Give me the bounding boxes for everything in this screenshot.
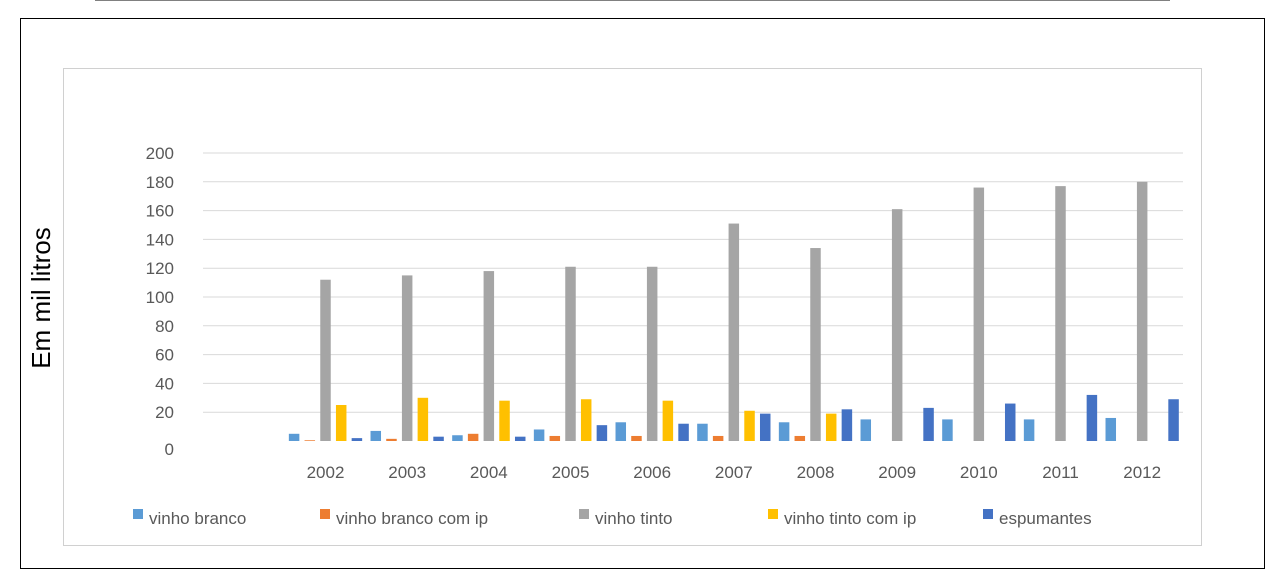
y-tick-label: 180 bbox=[146, 173, 174, 192]
bar-vinho-tinto-2004 bbox=[483, 271, 495, 441]
legend-swatch bbox=[320, 509, 330, 519]
bar-vinho-branco-com-ip-2004 bbox=[467, 433, 479, 441]
bar-vinho-branco-com-ip-2007 bbox=[712, 435, 724, 441]
x-tick-label: 2005 bbox=[552, 463, 590, 482]
x-tick-label: 2011 bbox=[1042, 463, 1079, 482]
bar-vinho-tinto-2005 bbox=[565, 266, 576, 441]
y-tick-label: 100 bbox=[146, 288, 174, 307]
chart-area-border bbox=[63, 68, 1202, 546]
legend: vinho branco vinho branco com ip vinho tin… bbox=[133, 509, 1092, 528]
bar-vinho-tinto-2002 bbox=[320, 279, 331, 441]
bar-vinho-branco-com-ip-2008 bbox=[794, 435, 806, 441]
bar-vinho-tinto-com-ip-2008 bbox=[825, 413, 837, 441]
x-axis-ticks: 2002 2003 2004 2005 2006 2007 2008 2009 2010 2011… bbox=[307, 463, 1161, 482]
x-tick-label: 2006 bbox=[633, 463, 671, 482]
outer-frame bbox=[20, 18, 1265, 569]
bar-espumantes-2008 bbox=[841, 409, 853, 441]
y-tick-label: 160 bbox=[146, 202, 174, 221]
bar-vinho-tinto-com-ip-2002 bbox=[335, 405, 347, 441]
x-tick-label: 2008 bbox=[797, 463, 835, 482]
bar-vinho-branco-2009 bbox=[860, 419, 872, 441]
y-tick-label: 140 bbox=[146, 230, 174, 249]
bar-espumantes-2002 bbox=[351, 438, 363, 441]
bar-vinho-tinto-com-ip-2007 bbox=[744, 410, 755, 441]
legend-swatch bbox=[768, 509, 778, 519]
bar-vinho-branco-2011 bbox=[1023, 419, 1035, 441]
bar-vinho-branco-2012 bbox=[1105, 417, 1117, 441]
bar-vinho-branco-2005 bbox=[533, 429, 545, 441]
y-axis-ticks: 0 20 40 60 80 100 120 140 160 180 200 bbox=[146, 144, 174, 459]
bar-espumantes-2004 bbox=[514, 436, 526, 441]
legend-label: vinho branco com ip bbox=[336, 509, 488, 528]
bar-vinho-branco-com-ip-2006 bbox=[631, 435, 642, 441]
bar-vinho-tinto-2007 bbox=[728, 223, 740, 441]
legend-label: espumantes bbox=[999, 509, 1092, 528]
bar-espumantes-2005 bbox=[596, 425, 608, 441]
bar-vinho-tinto-com-ip-2005 bbox=[580, 399, 592, 441]
bar-espumantes-2012 bbox=[1168, 399, 1179, 441]
bar-vinho-tinto-com-ip-2006 bbox=[662, 400, 674, 441]
x-tick-label: 2012 bbox=[1123, 463, 1161, 482]
y-tick-label: 60 bbox=[155, 346, 174, 365]
bar-vinho-tinto-2011 bbox=[1055, 186, 1066, 441]
bar-espumantes-2010 bbox=[1004, 403, 1016, 441]
bar-vinho-tinto-com-ip-2003 bbox=[417, 397, 429, 441]
gridlines bbox=[203, 152, 1183, 413]
x-tick-label: 2009 bbox=[878, 463, 916, 482]
y-tick-label: 40 bbox=[155, 374, 174, 393]
x-tick-label: 2002 bbox=[307, 463, 345, 482]
y-tick-label: 200 bbox=[146, 144, 174, 163]
bar-vinho-tinto-2009 bbox=[891, 209, 903, 441]
bar-vinho-branco-2010 bbox=[942, 419, 953, 441]
legend-swatch bbox=[579, 509, 589, 519]
bar-vinho-branco-com-ip-2005 bbox=[549, 435, 561, 441]
bar-vinho-tinto-2006 bbox=[646, 266, 658, 441]
bar-vinho-branco-2008 bbox=[778, 422, 790, 441]
legend-label: vinho tinto com ip bbox=[784, 509, 916, 528]
bar-espumantes-2007 bbox=[759, 413, 771, 441]
y-tick-label: 20 bbox=[155, 403, 174, 422]
legend-label: vinho tinto bbox=[595, 509, 673, 528]
x-tick-label: 2003 bbox=[388, 463, 426, 482]
y-tick-label: 0 bbox=[165, 440, 174, 459]
x-tick-label: 2004 bbox=[470, 463, 508, 482]
legend-swatch bbox=[133, 509, 143, 519]
bar-vinho-tinto-com-ip-2004 bbox=[499, 400, 510, 441]
bars bbox=[288, 181, 1179, 442]
x-tick-label: 2007 bbox=[715, 463, 753, 482]
legend-label: vinho branco bbox=[149, 509, 246, 528]
legend-swatch bbox=[983, 509, 993, 519]
bar-vinho-branco-2004 bbox=[452, 435, 463, 441]
bar-espumantes-2009 bbox=[923, 407, 934, 441]
bar-vinho-branco-com-ip-2002 bbox=[304, 440, 316, 441]
bar-vinho-branco-2002 bbox=[288, 433, 300, 441]
y-axis-label: Em mil litros bbox=[26, 227, 56, 369]
y-tick-label: 80 bbox=[155, 317, 174, 336]
bar-vinho-branco-2007 bbox=[697, 423, 708, 441]
bar-espumantes-2006 bbox=[678, 423, 689, 441]
bar-vinho-branco-com-ip-2003 bbox=[386, 438, 397, 441]
bar-vinho-tinto-2008 bbox=[810, 248, 821, 441]
bar-vinho-tinto-2012 bbox=[1136, 181, 1148, 442]
bar-vinho-branco-2003 bbox=[370, 430, 382, 441]
x-tick-label: 2010 bbox=[960, 463, 998, 482]
y-tick-label: 120 bbox=[146, 259, 174, 278]
bar-vinho-branco-2006 bbox=[615, 422, 627, 441]
bar-espumantes-2003 bbox=[433, 436, 444, 441]
bar-espumantes-2011 bbox=[1086, 394, 1098, 441]
bar-vinho-tinto-2003 bbox=[401, 275, 413, 441]
bar-vinho-tinto-2010 bbox=[973, 187, 985, 441]
